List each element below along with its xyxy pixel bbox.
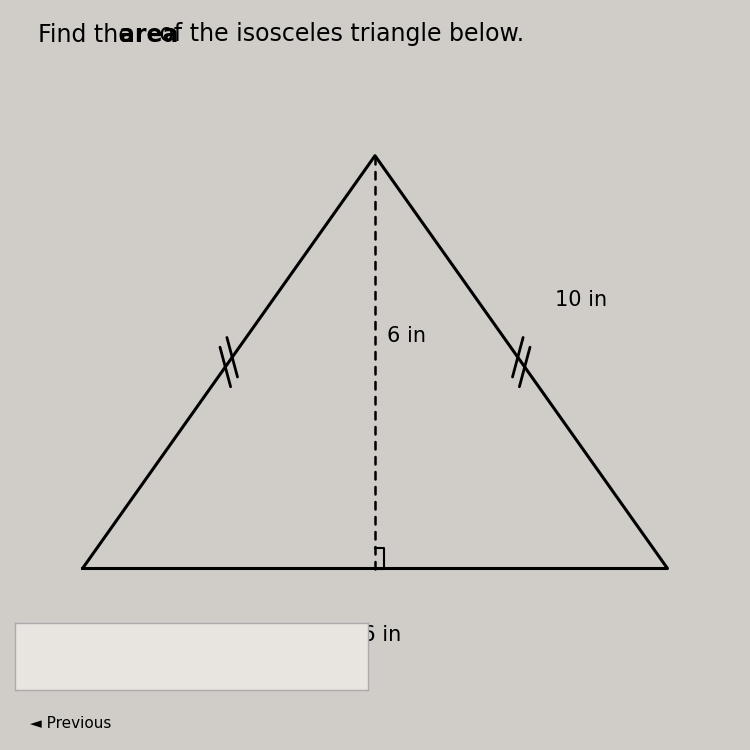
Text: 10 in: 10 in bbox=[555, 290, 608, 310]
Text: area: area bbox=[118, 22, 178, 46]
Text: of the isosceles triangle below.: of the isosceles triangle below. bbox=[152, 22, 524, 46]
Text: 26 in: 26 in bbox=[349, 626, 401, 645]
Text: Find the: Find the bbox=[38, 22, 140, 46]
Text: ◄ Previous: ◄ Previous bbox=[30, 716, 111, 731]
Text: 6 in: 6 in bbox=[387, 326, 426, 346]
